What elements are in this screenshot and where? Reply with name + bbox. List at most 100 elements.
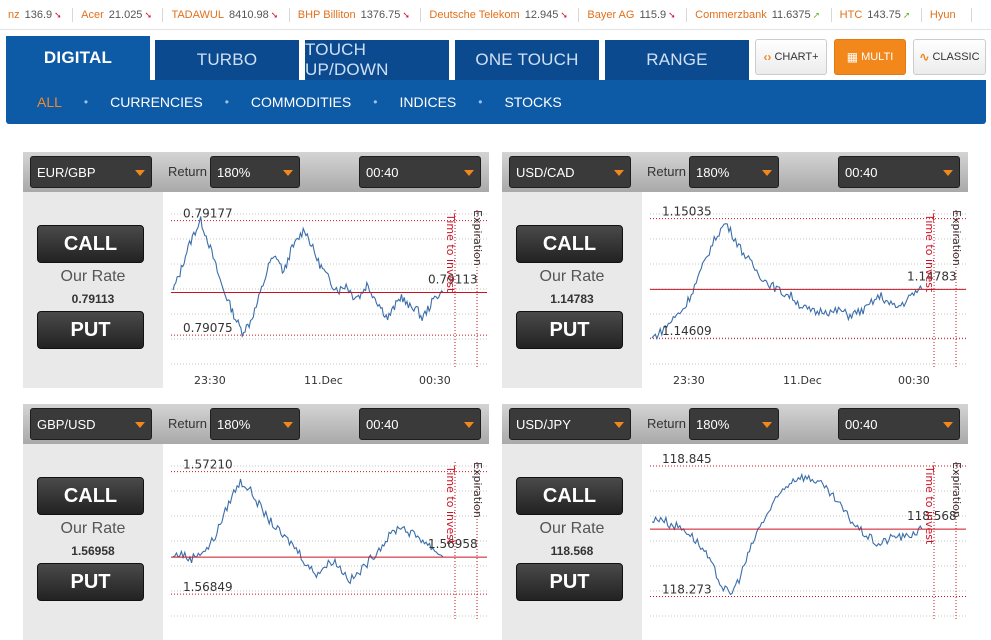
dropdown-caret-icon [943,422,953,428]
current-price-label: 118.568 [907,509,957,523]
return-select[interactable]: 180% [210,408,300,440]
dropdown-caret-icon [762,170,772,176]
tab-touch-up-down[interactable]: TOUCH UP/DOWN [305,40,449,80]
return-select[interactable]: 180% [210,156,300,188]
expiry-time-value: 00:40 [366,416,399,432]
dropdown-caret-icon [614,170,624,176]
return-label: Return [647,416,687,431]
asset-select[interactable]: GBP/USD [30,408,152,440]
put-button[interactable]: PUT [516,311,623,349]
return-select-value: 180% [217,416,251,432]
stock-ticker: nz 136.9 ➘ Acer 21.025 ➘ TADAWUL 8410.98 ➘ BHP Bi… [0,0,991,30]
return-select-value: 180% [217,164,251,180]
asset-category-nav: ALL • CURRENCIES • COMMODITIES • INDICES… [6,80,986,124]
return-label: Return [168,416,208,431]
grid-icon: ▦ [846,50,859,64]
multi-button[interactable]: ▦ MULTI [834,39,906,75]
ticker-item[interactable]: Deutsche Telekom 12.945 ➘ [421,7,580,22]
ticker-value: 1376.75 [360,8,401,21]
arrow-down-icon: ➘ [54,9,62,20]
trade-controls: CALL Our Rate 0.79113 PUT [23,192,163,388]
expiry-time-value: 00:40 [366,164,399,180]
return-select[interactable]: 180% [689,156,779,188]
tab-range[interactable]: RANGE [605,40,749,80]
price-series-line [172,478,444,585]
put-button[interactable]: PUT [37,563,144,601]
time-to-invest-label: Time to invest [923,465,936,545]
dropdown-caret-icon [464,422,474,428]
subnav-stocks[interactable]: STOCKS [504,94,562,110]
ticker-item[interactable]: TADAWUL 8410.98 ➘ [163,7,290,22]
ticker-item[interactable]: Commerzbank 11.6375 ➚ [687,7,832,22]
ticker-symbol: HTC [839,8,863,21]
high-price-label: 0.79177 [183,207,233,221]
multi-label: MULTI [861,51,894,63]
tab-turbo[interactable]: TURBO [155,40,299,80]
x-tick-label: 23:30 [194,374,226,387]
price-series-line [172,216,444,339]
subnav-indices[interactable]: INDICES [399,94,457,110]
time-to-invest-label: Time to invest [444,465,457,545]
expiry-time-select[interactable]: 00:40 [359,408,481,440]
ticker-item[interactable]: Acer 21.025 ➘ [73,7,164,22]
arrow-down-icon: ➘ [668,9,676,20]
ticker-item[interactable]: Hyun [922,7,972,22]
subnav-all[interactable]: ALL [37,94,62,110]
ticker-item[interactable]: nz 136.9 ➘ [0,7,74,22]
expiry-time-select[interactable]: 00:40 [359,156,481,188]
time-to-invest-label: Time to invest [923,213,936,293]
chart-plus-button[interactable]: ‹› CHART+ [755,39,827,75]
price-chart: 118.845 118.273 118.568 Time to invest Expir… [642,444,968,640]
low-price-label: 1.56849 [183,580,233,594]
tab-digital[interactable]: DIGITAL [6,36,150,80]
ticker-value: 8410.98 [229,8,269,21]
return-select[interactable]: 180% [689,408,779,440]
call-button[interactable]: CALL [516,477,623,515]
asset-select[interactable]: USD/CAD [509,156,631,188]
call-button[interactable]: CALL [37,477,144,515]
our-rate-label: Our Rate [60,520,126,537]
ticker-item[interactable]: BHP Billiton 1376.75 ➘ [290,7,422,22]
ticker-symbol: Bayer AG [587,8,635,21]
high-price-label: 1.15035 [662,205,712,219]
low-price-label: 0.79075 [183,321,233,335]
ticker-symbol: Acer [81,8,104,21]
ticker-value: 115.9 [639,8,667,21]
call-button[interactable]: CALL [37,225,144,263]
classic-button[interactable]: ∿ CLASSIC [913,39,986,75]
x-tick-label: 00:30 [419,374,451,387]
call-button[interactable]: CALL [516,225,623,263]
ticker-value: 12.945 [524,8,559,21]
chart-plus-label: CHART+ [774,51,819,63]
our-rate-value: 118.568 [550,544,594,558]
return-label: Return [647,164,687,179]
trade-panel: EUR/GBP Return 180% 00:40 CALL Our Rate 0.7911… [23,152,489,388]
ticker-item[interactable]: HTC 143.75 ➚ [832,7,922,22]
x-tick-label: 23:30 [673,374,705,387]
put-button[interactable]: PUT [37,311,144,349]
trading-panels-area: EUR/GBP Return 180% 00:40 CALL Our Rate 0.7911… [6,135,986,640]
trade-panel: USD/CAD Return 180% 00:40 CALL Our Rate 1.1478… [502,152,968,388]
expiration-label: Expiration [471,462,484,518]
arrow-down-icon: ➘ [270,9,279,20]
ticker-symbol: TADAWUL [171,8,224,21]
subnav-commodities[interactable]: COMMODITIES [250,94,352,110]
dropdown-caret-icon [135,422,145,428]
expiry-time-select[interactable]: 00:40 [838,156,960,188]
dropdown-caret-icon [943,170,953,176]
arrow-down-icon: ➘ [144,9,152,20]
chart-plus-icon: ‹› [763,50,772,64]
tab-one-touch[interactable]: ONE TOUCH [455,40,599,80]
expiry-time-value: 00:40 [845,164,878,180]
trend-icon: ∿ [919,50,930,64]
ticker-item[interactable]: Bayer AG 115.9 ➘ [579,7,688,22]
asset-select[interactable]: EUR/GBP [30,156,152,188]
trade-panel: GBP/USD Return 180% 00:40 CALL Our Rate 1.5695… [23,404,489,640]
put-button[interactable]: PUT [516,563,623,601]
asset-select[interactable]: USD/JPY [509,408,631,440]
subnav-currencies[interactable]: CURRENCIES [110,94,203,110]
expiry-time-select[interactable]: 00:40 [838,408,960,440]
current-price-label: 0.79113 [428,272,478,286]
